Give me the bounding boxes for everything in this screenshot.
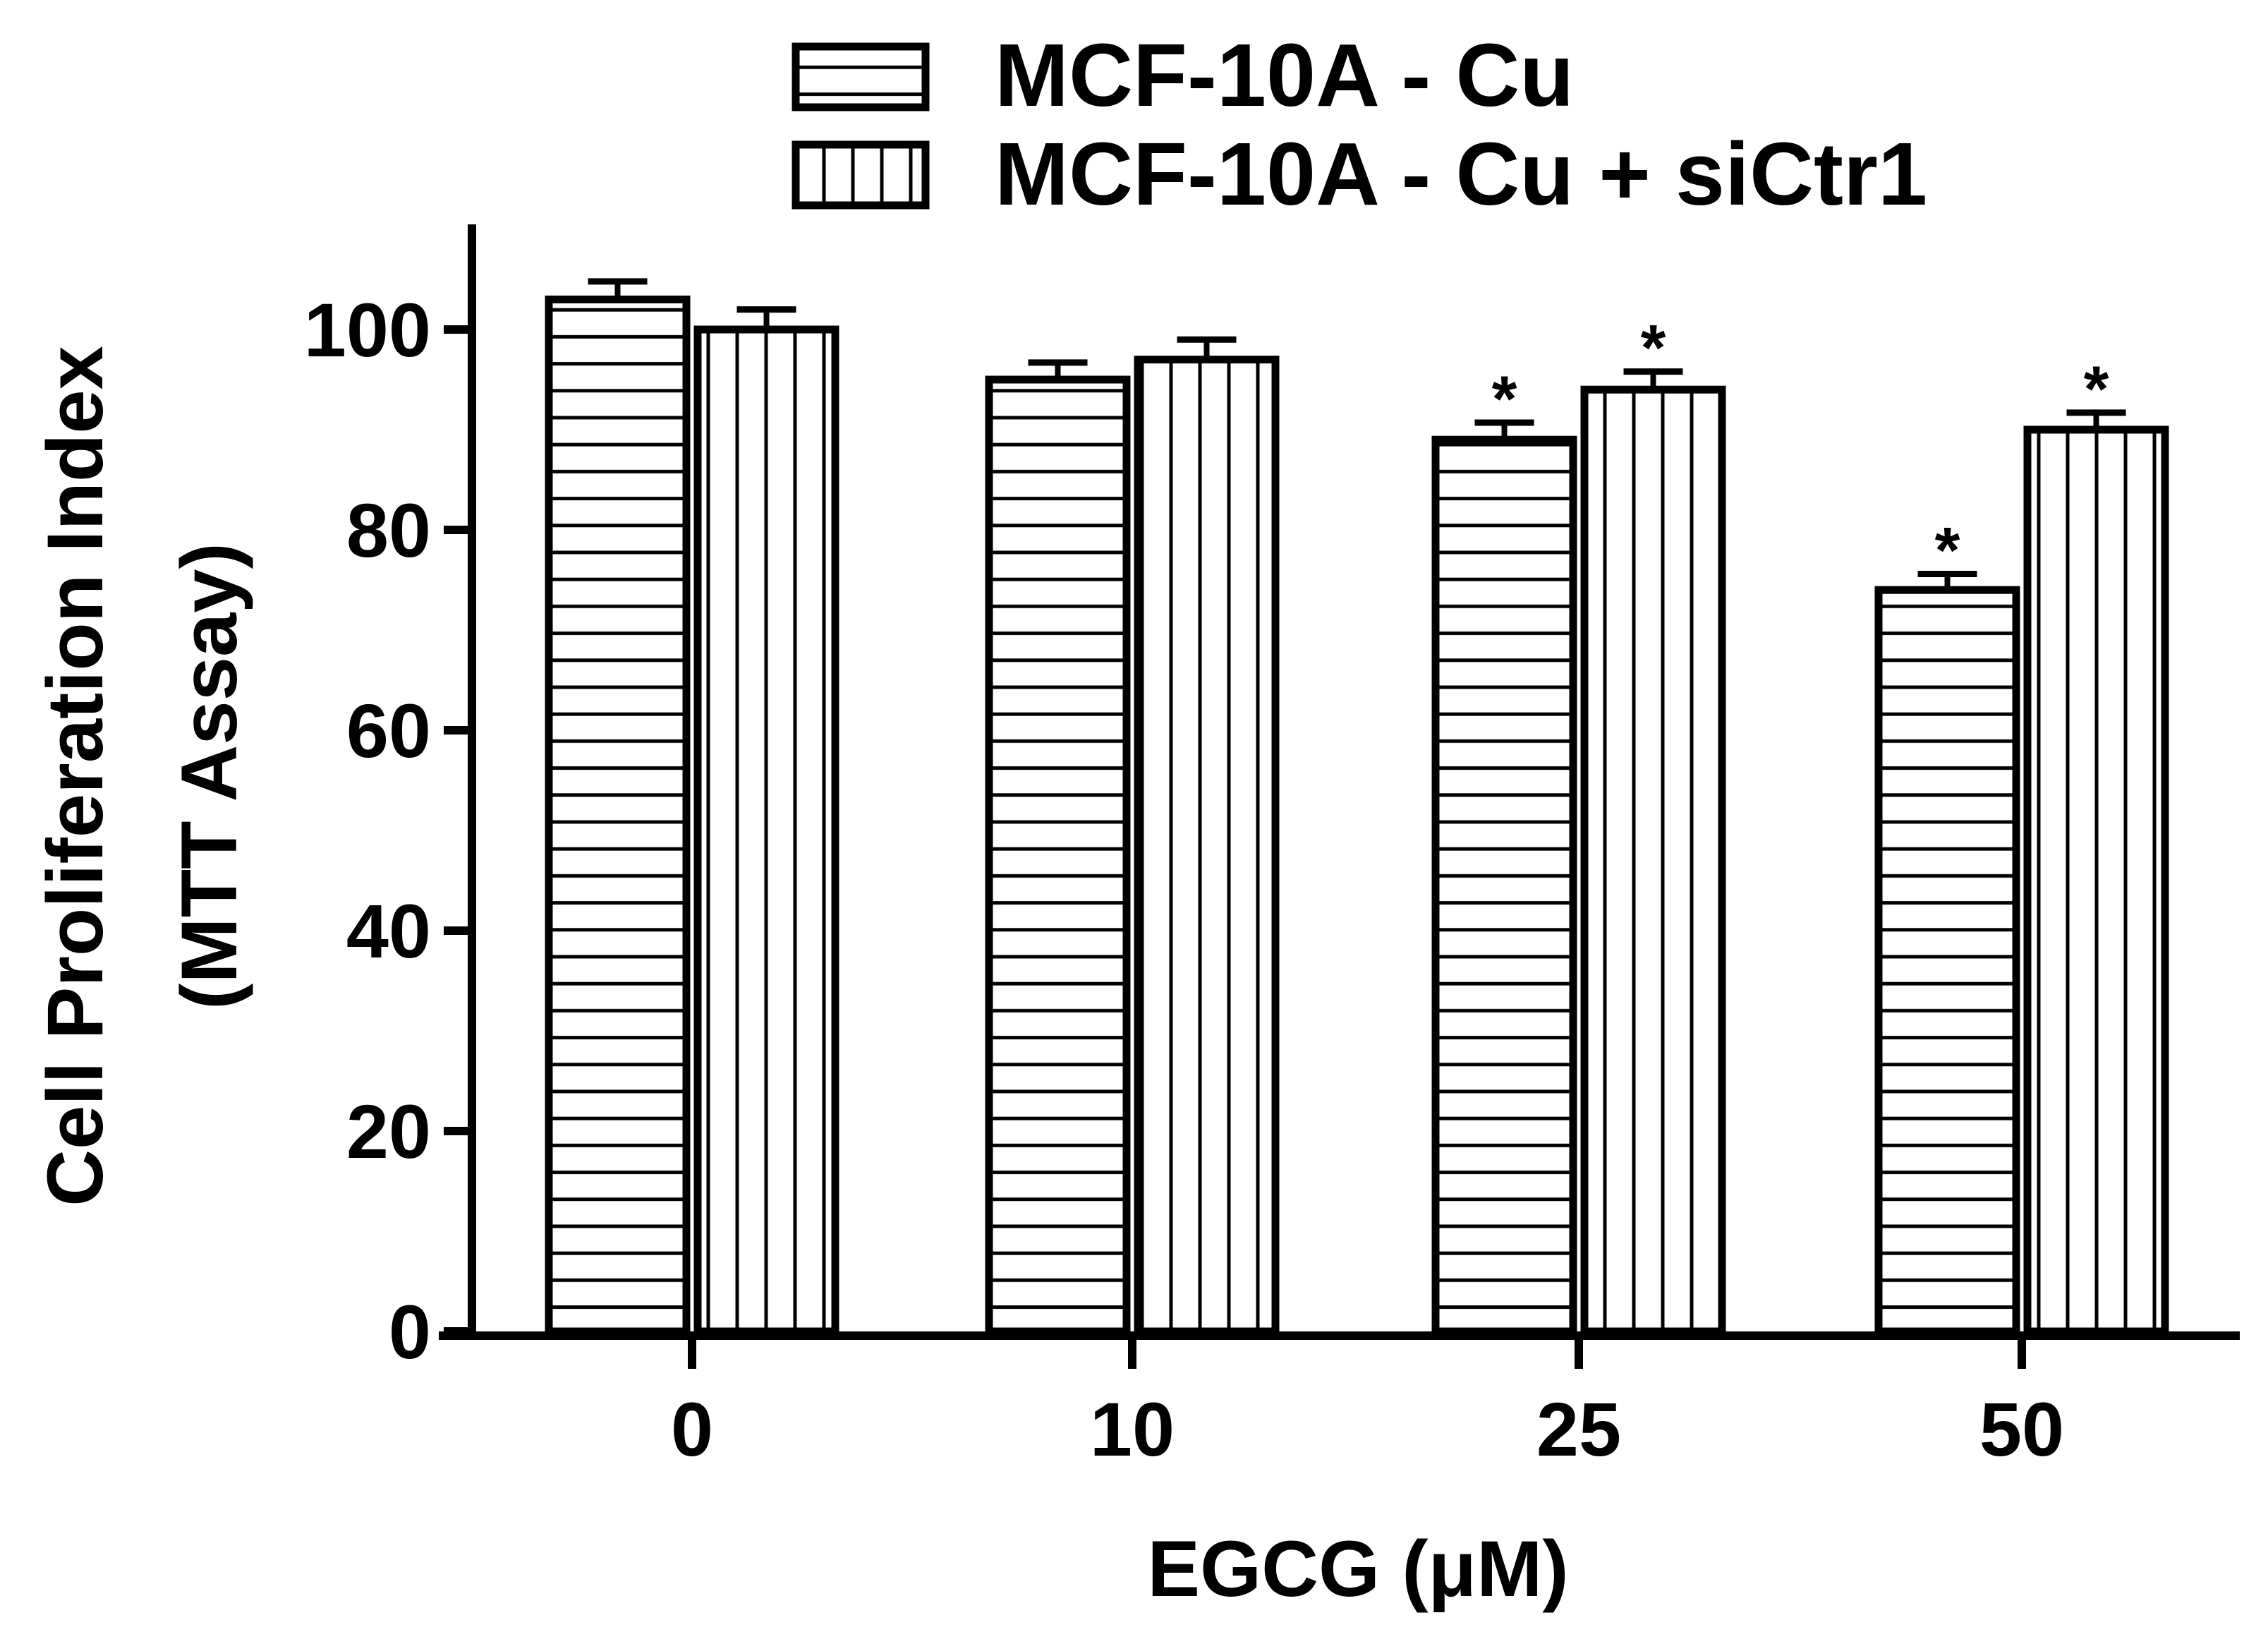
- y-tick-label: 60: [346, 688, 431, 773]
- bar: [1431, 435, 1577, 1336]
- x-tick-label: 10: [1090, 1386, 1175, 1472]
- bar: [693, 325, 839, 1336]
- x-axis-ticks: 0 10 25 50: [671, 1336, 2064, 1472]
- bar-group-1: [545, 278, 691, 1336]
- legend: MCF-10A - Cu MCF-10A - Cu + siCtr1: [792, 25, 1927, 224]
- bar: [2023, 425, 2169, 1336]
- bar: [985, 375, 1131, 1336]
- bar-group-1: *: [1874, 514, 2020, 1336]
- y-tick-label: 40: [346, 888, 431, 974]
- significance-marker: *: [1492, 363, 1517, 435]
- bar: [1580, 385, 1726, 1336]
- legend-item-series-2: MCF-10A - Cu + siCtr1: [792, 124, 1927, 224]
- legend-swatch-series-1: [792, 42, 930, 111]
- legend-label-series-2: MCF-10A - Cu + siCtr1: [995, 124, 1927, 224]
- significance-marker: *: [2084, 353, 2109, 425]
- legend-label-series-1: MCF-10A - Cu: [995, 25, 1574, 125]
- y-axis-title-line-2: (MTT Assay): [165, 543, 253, 1010]
- bar-group-2: [693, 306, 839, 1336]
- significance-marker: *: [1935, 514, 1960, 586]
- y-axis-title-line-1: Cell Proliferation Index: [31, 346, 119, 1207]
- bar-group-2: *: [2023, 353, 2169, 1336]
- y-tick-label: 20: [346, 1089, 431, 1174]
- y-axis-ticks: 0 20 40 60 80 100: [304, 287, 472, 1374]
- x-axis-title: EGCG (μM): [1147, 1525, 1568, 1613]
- bar: [1874, 586, 2020, 1336]
- legend-swatch-series-2: [792, 140, 930, 210]
- y-tick-label: 80: [346, 488, 431, 573]
- x-tick-label: 25: [1536, 1386, 1621, 1472]
- bar-group-2: [1134, 336, 1280, 1336]
- significance-marker: *: [1641, 313, 1666, 385]
- bar: [1134, 356, 1280, 1336]
- legend-item-series-1: MCF-10A - Cu: [792, 25, 1574, 125]
- bars: * * * *: [545, 278, 2169, 1336]
- bar-group-1: *: [1431, 363, 1577, 1336]
- x-tick-label: 0: [671, 1386, 713, 1472]
- y-tick-label: 100: [304, 287, 431, 373]
- x-tick-label: 50: [1979, 1386, 2064, 1472]
- y-tick-label: 0: [389, 1289, 431, 1374]
- bar-group-1: [985, 359, 1131, 1336]
- bar: [545, 295, 691, 1336]
- bar-group-2: *: [1580, 313, 1726, 1336]
